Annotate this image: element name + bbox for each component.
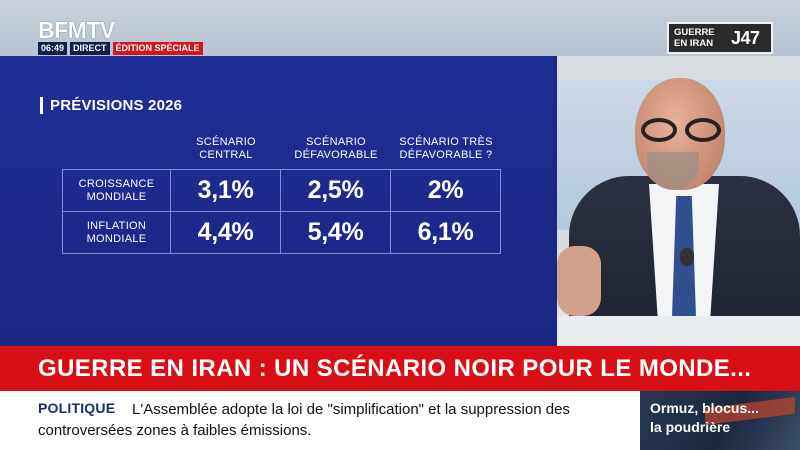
topic-line-2: EN IRAN (674, 38, 714, 49)
row-label-line: INFLATION (86, 219, 147, 232)
column-header-line: SCÉNARIO TRÈS (399, 136, 493, 148)
teaser-line-2: la poudrière (650, 419, 731, 435)
topic-day-badge: GUERRE EN IRAN J47 (667, 22, 773, 54)
panel-divider (553, 56, 557, 346)
title-accent-bar (40, 97, 43, 114)
row-label-line: MONDIALE (86, 232, 147, 245)
guest-hand (557, 246, 601, 316)
column-header-line: CENTRAL (199, 149, 253, 161)
table-cell: 2,5% (280, 169, 391, 212)
glasses-icon (635, 118, 731, 144)
table-cell: 4,4% (170, 211, 281, 254)
edition-badge: ÉDITION SPÉCIALE (112, 42, 203, 55)
teaser-line-1: Ormuz, blocus... (650, 400, 759, 416)
column-header-line: DÉFAVORABLE (294, 149, 378, 161)
microphone-icon (680, 248, 694, 266)
table-row: CROISSANCE MONDIALE 3,1% 2,5% 2% (62, 169, 501, 212)
column-header-line: SCÉNARIO (196, 136, 256, 148)
topic-label: GUERRE EN IRAN (669, 27, 729, 49)
table-cell: 3,1% (170, 169, 281, 212)
studio-desk (557, 316, 800, 346)
row-label-croissance: CROISSANCE MONDIALE (62, 169, 171, 212)
column-header-tres-defavorable: SCÉNARIO TRÈS DÉFAVORABLE ? (391, 136, 501, 162)
ticker-category: POLITIQUE (38, 400, 116, 416)
guest-person (557, 56, 800, 346)
row-label-inflation: INFLATION MONDIALE (62, 211, 171, 254)
topic-line-1: GUERRE (674, 27, 715, 38)
news-ticker: POLITIQUE L'Assemblée adopte la loi de "… (0, 391, 640, 450)
clock-time: 06:49 (38, 42, 68, 55)
column-header-line: DÉFAVORABLE ? (399, 149, 493, 161)
headline-text: GUERRE EN IRAN : UN SCÉNARIO NOIR POUR L… (38, 354, 752, 382)
ticker-line-2: controversées zones à faibles émissions. (38, 422, 312, 439)
table-cell: 5,4% (280, 211, 391, 254)
live-badge: DIRECT (70, 42, 110, 55)
graphic-title: PRÉVISIONS 2026 (50, 97, 183, 114)
table-cell: 2% (390, 169, 501, 212)
day-counter: J47 (731, 27, 760, 48)
row-label-line: MONDIALE (86, 190, 147, 203)
ticker-line-1: L'Assemblée adopte la loi de "simplifica… (132, 401, 570, 418)
next-topic-teaser: Ormuz, blocus... la poudrière (640, 391, 800, 450)
column-header-line: SCÉNARIO (306, 136, 366, 148)
ticker-text: L'Assemblée adopte la loi de "simplifica… (38, 399, 617, 439)
headline-ribbon: GUERRE EN IRAN : UN SCÉNARIO NOIR POUR L… (0, 346, 800, 391)
forecast-table: CROISSANCE MONDIALE 3,1% 2,5% 2% INFLATI… (62, 169, 501, 254)
column-header-central: SCÉNARIO CENTRAL (171, 136, 281, 162)
live-tags: 06:49 DIRECT ÉDITION SPÉCIALE (38, 42, 203, 55)
teaser-text: Ormuz, blocus... la poudrière (650, 399, 798, 437)
table-row: INFLATION MONDIALE 4,4% 5,4% 6,1% (62, 211, 501, 254)
table-cell: 6,1% (390, 211, 501, 254)
column-header-defavorable: SCÉNARIO DÉFAVORABLE (281, 136, 391, 162)
row-label-line: CROISSANCE (78, 177, 155, 190)
channel-logo: BFMTV (38, 17, 115, 43)
studio-video (557, 56, 800, 346)
